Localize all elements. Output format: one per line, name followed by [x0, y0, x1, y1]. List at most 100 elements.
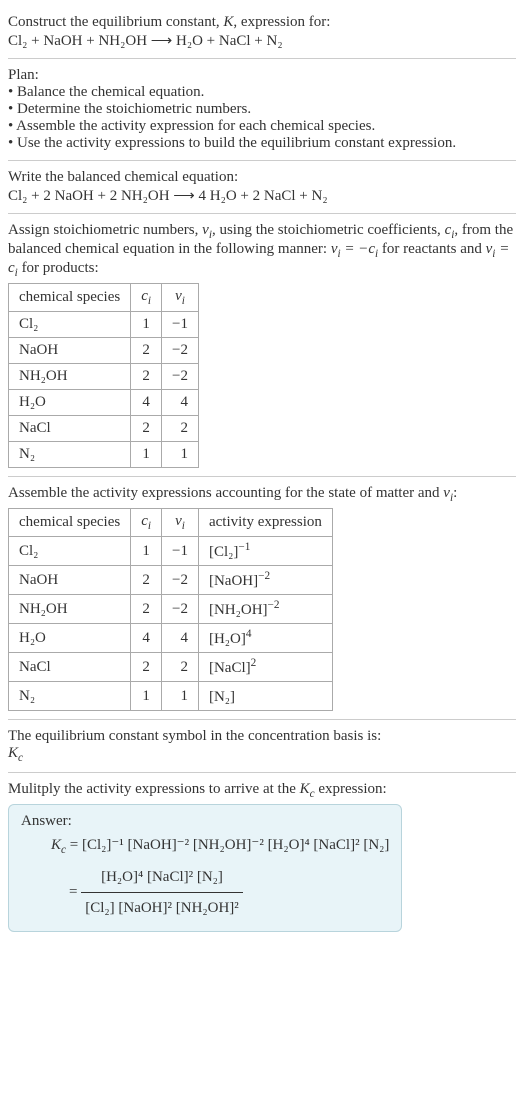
table-row: NaOH2−2 — [9, 338, 199, 364]
base: [NaOH] — [209, 573, 258, 589]
txt: Assign stoichiometric numbers, — [8, 222, 202, 238]
cell: −2 — [162, 595, 199, 624]
rule — [8, 772, 516, 773]
table-row: NaOH2−2[NaOH]−2 — [9, 566, 333, 595]
cell: 4 — [162, 624, 199, 653]
cell: 1 — [162, 682, 199, 711]
cell: [NaCl]2 — [198, 653, 332, 682]
base: [H₂O] — [209, 631, 246, 647]
stoich-section: Assign stoichiometric numbers, νi, using… — [8, 216, 516, 474]
rule — [8, 160, 516, 161]
table-row: Cl₂1−1 — [9, 312, 199, 338]
prompt-line1: Construct the equilibrium constant, K, e… — [8, 14, 516, 31]
cell: −2 — [162, 338, 199, 364]
table-header-row: chemical species ci νi activity expressi… — [9, 509, 333, 537]
col-nu: νi — [162, 509, 199, 537]
cell: [NaOH]−2 — [198, 566, 332, 595]
answer-box: Answer: Kc = [Cl₂]⁻¹ [NaOH]⁻² [NH₂OH]⁻² … — [8, 804, 402, 932]
exp: −1 — [238, 541, 250, 553]
txt: for products: — [18, 260, 99, 276]
numerator: [H₂O]⁴ [NaCl]² [N₂] — [81, 862, 243, 893]
col-activity: activity expression — [198, 509, 332, 537]
cell: 1 — [131, 682, 162, 711]
K: K — [300, 781, 310, 797]
cell: 2 — [131, 338, 162, 364]
txt: Assemble the activity expressions accoun… — [8, 485, 443, 501]
table-row: H₂O44[H₂O]4 — [9, 624, 333, 653]
cell: [Cl₂]−1 — [198, 537, 332, 566]
cell: 4 — [131, 390, 162, 416]
cell: 1 — [131, 312, 162, 338]
nu: ν — [443, 485, 450, 501]
answer-line2: = [H₂O]⁴ [NaCl]² [N₂] [Cl₂] [NaOH]² [NH₂… — [21, 862, 389, 923]
txt: for reactants and — [378, 241, 485, 257]
cell: 1 — [162, 442, 199, 468]
table-row: NH₂OH2−2[NH₂OH]−2 — [9, 595, 333, 624]
cell: 2 — [131, 566, 162, 595]
rule — [8, 58, 516, 59]
cell: H₂O — [9, 390, 131, 416]
cell: NaCl — [9, 653, 131, 682]
sub-i: i — [148, 520, 151, 532]
rule — [8, 213, 516, 214]
rule — [8, 476, 516, 477]
cell: 1 — [131, 442, 162, 468]
nu: ν — [175, 288, 182, 304]
table-row: N₂11[N₂] — [9, 682, 333, 711]
nu: ν — [202, 222, 209, 238]
prompt-text-b: , expression for: — [233, 14, 330, 30]
cell: −2 — [162, 566, 199, 595]
table-row: NH₂OH2−2 — [9, 364, 199, 390]
answer-line1: Kc = [Cl₂]⁻¹ [NaOH]⁻² [NH₂OH]⁻² [H₂O]⁴ [… — [21, 830, 389, 862]
balanced-label: Write the balanced chemical equation: — [8, 169, 516, 186]
cell: Cl₂ — [9, 312, 131, 338]
kc-symbol: Kc — [8, 745, 516, 764]
plan-title: Plan: — [8, 67, 516, 84]
cell: N₂ — [9, 682, 131, 711]
base: [NaCl] — [209, 660, 251, 676]
txt: Mulitply the activity expressions to arr… — [8, 781, 300, 797]
col-species: chemical species — [9, 509, 131, 537]
cell: 2 — [131, 653, 162, 682]
cell: NaOH — [9, 566, 131, 595]
cell: H₂O — [9, 624, 131, 653]
cell: N₂ — [9, 442, 131, 468]
sub-c: c — [18, 752, 23, 764]
stoich-text: Assign stoichiometric numbers, νi, using… — [8, 222, 516, 279]
prompt-text-a: Construct the equilibrium constant, — [8, 14, 223, 30]
eq: = −c — [341, 241, 375, 257]
cell: 2 — [162, 653, 199, 682]
exp: 4 — [246, 628, 252, 640]
activity-section: Assemble the activity expressions accoun… — [8, 479, 516, 717]
eq: = — [69, 883, 81, 899]
fraction: [H₂O]⁴ [NaCl]² [N₂] [Cl₂] [NaOH]² [NH₂OH… — [81, 862, 243, 923]
K: K — [51, 837, 61, 853]
plan-bullet: • Balance the chemical equation. — [8, 84, 516, 101]
cell: NaCl — [9, 416, 131, 442]
balanced-section: Write the balanced chemical equation: Cl… — [8, 163, 516, 211]
rule — [8, 719, 516, 720]
cell: −2 — [162, 364, 199, 390]
eq: = — [66, 837, 82, 853]
expr: [Cl₂]⁻¹ [NaOH]⁻² [NH₂OH]⁻² [H₂O]⁴ [NaCl]… — [82, 837, 389, 853]
cell: −1 — [162, 537, 199, 566]
sub-i: i — [182, 295, 185, 307]
table-row: H₂O44 — [9, 390, 199, 416]
table-header-row: chemical species ci νi — [9, 284, 199, 312]
base: [NH₂OH] — [209, 602, 268, 618]
stoich-table: chemical species ci νi Cl₂1−1 NaOH2−2 NH… — [8, 283, 199, 468]
cell: −1 — [162, 312, 199, 338]
plan-bullet: • Use the activity expressions to build … — [8, 135, 516, 152]
plan-bullet: • Determine the stoichiometric numbers. — [8, 101, 516, 118]
exp: −2 — [258, 570, 270, 582]
K-symbol: K — [223, 14, 233, 30]
col-c: ci — [131, 284, 162, 312]
col-nu: νi — [162, 284, 199, 312]
cell: 4 — [131, 624, 162, 653]
base: [N₂] — [209, 689, 235, 705]
base: [Cl₂] — [209, 544, 238, 560]
cell: 2 — [162, 416, 199, 442]
prompt-equation: Cl₂ + NaOH + NH₂OH ⟶ H₂O + NaCl + N₂ — [8, 31, 516, 50]
cell: Cl₂ — [9, 537, 131, 566]
balanced-equation: Cl₂ + 2 NaOH + 2 NH₂OH ⟶ 4 H₂O + 2 NaCl … — [8, 186, 516, 205]
